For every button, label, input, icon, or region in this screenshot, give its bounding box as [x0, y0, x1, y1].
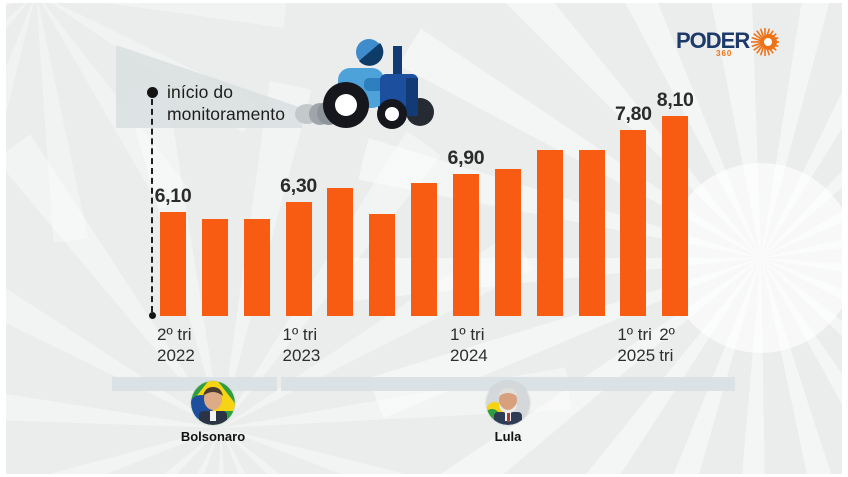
bar: [536, 149, 563, 316]
president-name-lula: Lula: [494, 429, 522, 444]
x-tick-label: 1º tri 2024: [449, 325, 488, 365]
x-tick-label: 2º tri: [659, 325, 675, 365]
logo-brand-text: PODER: [676, 28, 750, 53]
annotation-text-line2: monitoramento: [167, 104, 286, 124]
bar: [160, 212, 186, 316]
logo-sunburst-icon: [751, 28, 779, 56]
bar: [620, 130, 647, 316]
bar-value-label: 7,80: [614, 103, 652, 126]
x-tick-label: 2º tri 2022: [157, 325, 195, 365]
bar: [285, 202, 312, 316]
annotation-dashed-line: [151, 99, 153, 312]
avatar-bolsonaro: [191, 381, 235, 425]
x-tick-label: 1º tri 2023: [282, 325, 321, 365]
bar: [411, 183, 438, 316]
bar-value-label: 6,90: [447, 146, 485, 169]
annotation-text-line1: início do: [167, 82, 234, 102]
tractor-icon: [295, 39, 434, 129]
bar: [662, 116, 689, 316]
bar: [201, 219, 228, 316]
x-tick-label: 1º tri 2025: [617, 325, 656, 365]
bar-value-label: 6,10: [154, 185, 192, 207]
logo-sub-text: 360: [716, 49, 733, 58]
avatar-lula: [486, 381, 530, 425]
annotation-dot: [147, 87, 158, 98]
bar: [578, 149, 605, 316]
bar: [243, 219, 270, 316]
timeline-segment-bolsonaro: [112, 377, 277, 391]
annotation-dot-end: [149, 312, 156, 319]
poder360-logo: PODER 360: [670, 22, 790, 62]
bar: [494, 168, 521, 316]
president-name-bolsonaro: Bolsonaro: [180, 429, 246, 444]
bar: [327, 188, 354, 316]
bar: [369, 214, 396, 316]
sunburst-core: [666, 163, 842, 353]
bar-value-label: 6,30: [280, 175, 317, 198]
bar: [452, 173, 479, 316]
bar-value-label: 8,10: [656, 89, 694, 111]
